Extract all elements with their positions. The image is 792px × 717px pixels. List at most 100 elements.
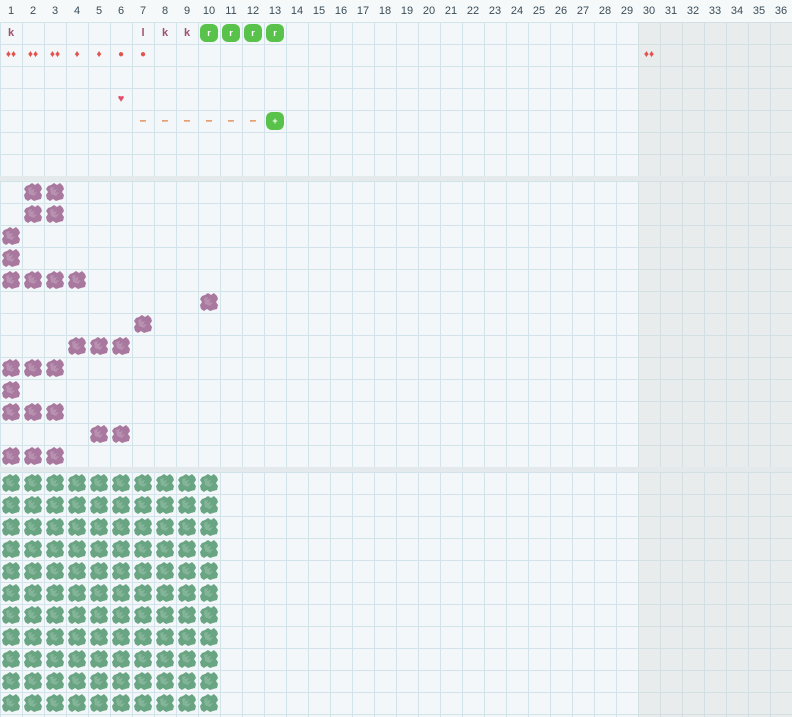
green-block[interactable] — [176, 692, 198, 714]
green-block[interactable] — [44, 472, 66, 494]
green-block[interactable] — [0, 604, 22, 626]
green-block[interactable] — [176, 582, 198, 604]
green-block[interactable] — [198, 648, 220, 670]
green-block[interactable] — [88, 626, 110, 648]
green-block[interactable] — [44, 648, 66, 670]
purple-block[interactable] — [44, 401, 66, 423]
green-block[interactable] — [88, 692, 110, 714]
green-block[interactable] — [88, 538, 110, 560]
purple-block[interactable] — [88, 423, 110, 445]
purple-block[interactable] — [22, 181, 44, 203]
green-block[interactable] — [66, 538, 88, 560]
green-block[interactable] — [22, 560, 44, 582]
green-block[interactable] — [110, 648, 132, 670]
green-block[interactable] — [110, 472, 132, 494]
green-block[interactable] — [154, 692, 176, 714]
green-block[interactable] — [22, 472, 44, 494]
green-block[interactable] — [44, 626, 66, 648]
purple-block[interactable] — [110, 335, 132, 357]
green-block[interactable] — [198, 582, 220, 604]
purple-block[interactable] — [0, 445, 22, 467]
purple-block[interactable] — [22, 401, 44, 423]
green-block[interactable] — [176, 494, 198, 516]
purple-block[interactable] — [44, 203, 66, 225]
green-block[interactable] — [154, 582, 176, 604]
green-block[interactable] — [198, 560, 220, 582]
green-block[interactable] — [132, 472, 154, 494]
green-block[interactable] — [66, 472, 88, 494]
cell-marker[interactable]: k — [154, 22, 176, 44]
green-block[interactable] — [88, 648, 110, 670]
green-block[interactable] — [176, 648, 198, 670]
purple-block[interactable] — [66, 335, 88, 357]
green-block[interactable] — [22, 538, 44, 560]
purple-block[interactable] — [22, 357, 44, 379]
green-block[interactable] — [44, 494, 66, 516]
green-block[interactable] — [198, 604, 220, 626]
green-block[interactable] — [88, 516, 110, 538]
purple-block[interactable] — [132, 313, 154, 335]
purple-block[interactable] — [0, 357, 22, 379]
cell-marker[interactable]: ● — [132, 44, 154, 66]
green-block[interactable] — [154, 560, 176, 582]
purple-block[interactable] — [44, 269, 66, 291]
green-block[interactable] — [132, 626, 154, 648]
green-block[interactable] — [0, 582, 22, 604]
green-block[interactable] — [0, 516, 22, 538]
green-block[interactable] — [22, 626, 44, 648]
green-block[interactable] — [110, 538, 132, 560]
green-block[interactable] — [198, 692, 220, 714]
green-block[interactable] — [198, 538, 220, 560]
green-block[interactable] — [66, 648, 88, 670]
green-block[interactable] — [88, 494, 110, 516]
green-block[interactable] — [0, 494, 22, 516]
green-block[interactable] — [176, 538, 198, 560]
purple-block[interactable] — [0, 225, 22, 247]
green-block[interactable] — [66, 582, 88, 604]
green-block[interactable] — [66, 670, 88, 692]
cell-marker[interactable]: – — [132, 110, 154, 132]
green-tile[interactable]: r — [198, 22, 220, 44]
green-block[interactable] — [0, 560, 22, 582]
green-block[interactable] — [132, 516, 154, 538]
green-block[interactable] — [154, 538, 176, 560]
green-block[interactable] — [66, 626, 88, 648]
green-block[interactable] — [44, 560, 66, 582]
green-block[interactable] — [66, 692, 88, 714]
cell-marker[interactable]: ● — [110, 44, 132, 66]
cell-marker[interactable]: k — [176, 22, 198, 44]
green-block[interactable] — [110, 604, 132, 626]
green-block[interactable] — [22, 648, 44, 670]
purple-block[interactable] — [22, 445, 44, 467]
green-block[interactable] — [154, 516, 176, 538]
purple-block[interactable] — [66, 269, 88, 291]
green-block[interactable] — [154, 670, 176, 692]
green-block[interactable] — [154, 648, 176, 670]
green-tile[interactable]: + — [264, 110, 286, 132]
green-block[interactable] — [154, 626, 176, 648]
green-block[interactable] — [66, 516, 88, 538]
cell-marker[interactable]: – — [242, 110, 264, 132]
purple-block[interactable] — [44, 181, 66, 203]
cell-marker[interactable]: ♦♦ — [0, 44, 22, 66]
green-block[interactable] — [66, 494, 88, 516]
green-block[interactable] — [154, 472, 176, 494]
green-block[interactable] — [110, 582, 132, 604]
green-block[interactable] — [44, 670, 66, 692]
cell-marker[interactable]: – — [220, 110, 242, 132]
green-block[interactable] — [66, 560, 88, 582]
cell-marker[interactable]: l — [132, 22, 154, 44]
green-block[interactable] — [22, 670, 44, 692]
green-block[interactable] — [176, 670, 198, 692]
green-block[interactable] — [110, 516, 132, 538]
green-block[interactable] — [198, 626, 220, 648]
purple-block[interactable] — [22, 269, 44, 291]
green-block[interactable] — [110, 670, 132, 692]
green-block[interactable] — [44, 582, 66, 604]
green-block[interactable] — [154, 494, 176, 516]
green-block[interactable] — [132, 670, 154, 692]
green-block[interactable] — [66, 604, 88, 626]
green-block[interactable] — [176, 604, 198, 626]
green-block[interactable] — [154, 604, 176, 626]
green-block[interactable] — [44, 516, 66, 538]
